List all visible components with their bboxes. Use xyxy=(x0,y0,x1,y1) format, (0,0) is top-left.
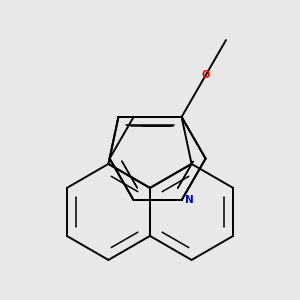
Text: N: N xyxy=(185,195,194,205)
Text: O: O xyxy=(202,70,210,80)
